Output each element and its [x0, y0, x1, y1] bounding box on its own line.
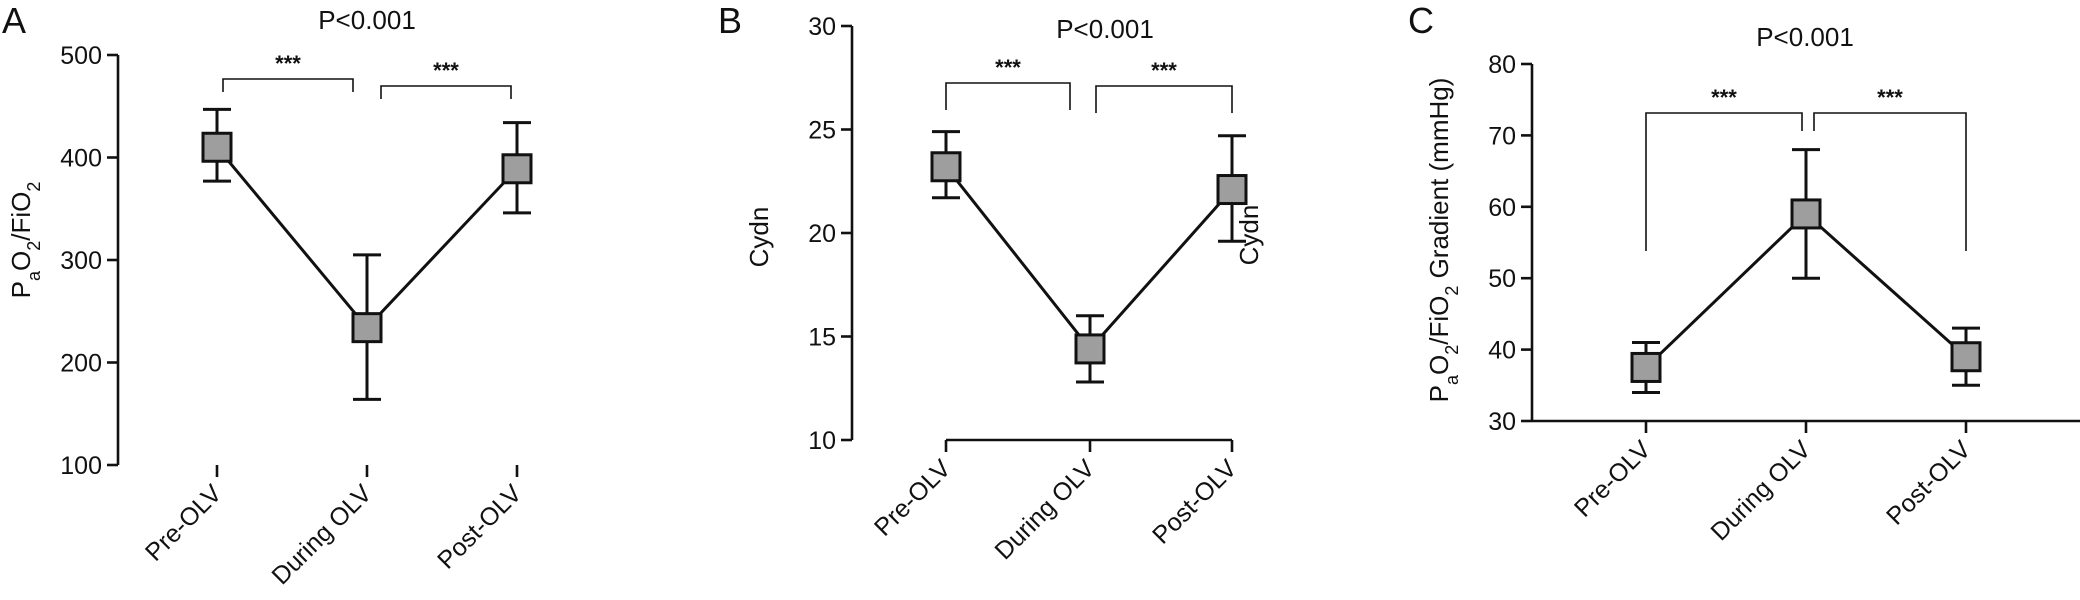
data-point — [1216, 174, 1248, 206]
panel-title: P<0.001 — [1056, 14, 1154, 44]
significance-bracket — [1645, 112, 1803, 251]
y-tick-label: 60 — [1488, 194, 1516, 222]
panel-letter: A — [2, 0, 26, 41]
x-tick-label: During OLV — [266, 479, 377, 590]
significance-label: *** — [433, 58, 459, 83]
y-tick-label: 20 — [808, 220, 836, 248]
y-tick-label: 200 — [60, 350, 102, 378]
x-tick-label: Post-OLV — [1147, 454, 1242, 549]
significance-bracket — [380, 85, 512, 99]
significance-brackets: *** *** — [945, 55, 1233, 113]
y-tick-label: 300 — [60, 247, 102, 275]
y-tick-label: 80 — [1488, 51, 1516, 79]
significance-label: *** — [1877, 85, 1903, 110]
x-axis: Pre-OLV During OLV Post-OLV — [869, 438, 1242, 565]
y-axis: 30 40 50 60 70 80 — [1488, 51, 1534, 436]
series-annotation: Cydn — [1234, 205, 1264, 266]
significance-brackets: *** *** — [222, 51, 512, 99]
panel-letter: B — [718, 0, 742, 41]
panel-letter: C — [1408, 0, 1434, 41]
significance-brackets: *** *** — [1645, 85, 1967, 251]
x-tick-label: During OLV — [1705, 435, 1816, 546]
data-point — [351, 312, 383, 344]
panel-title: P<0.001 — [318, 5, 416, 35]
significance-label: *** — [1151, 58, 1177, 83]
significance-bracket — [222, 78, 354, 92]
y-tick-label: 70 — [1488, 122, 1516, 150]
significance-label: *** — [1711, 85, 1737, 110]
y-tick-label: 10 — [808, 427, 836, 455]
significance-bracket — [1095, 85, 1233, 113]
y-tick-label: 30 — [808, 13, 836, 41]
panel-c: C P<0.001 PaO2/FiO2 Gradient (mmHg) 30 40… — [1408, 0, 2080, 546]
data-point — [501, 153, 533, 185]
data-point — [1950, 341, 1982, 373]
panel-b: B P<0.001 Cydn Cydn 10 15 20 25 30 Pre-OLV Du… — [718, 0, 1264, 565]
x-tick-label: Pre-OLV — [140, 479, 227, 566]
data-point — [930, 151, 962, 183]
y-tick-label: 15 — [808, 324, 836, 352]
panel-title: P<0.001 — [1756, 22, 1854, 52]
y-tick-label: 500 — [60, 42, 102, 70]
significance-bracket — [945, 82, 1071, 110]
significance-label: *** — [995, 55, 1021, 80]
x-tick-label: During OLV — [989, 454, 1100, 565]
y-axis-label: PaO2/FiO2 Gradient (mmHg) — [1424, 78, 1462, 403]
y-tick-label: 50 — [1488, 265, 1516, 293]
data-series — [201, 107, 533, 401]
y-tick-label: 30 — [1488, 408, 1516, 436]
y-axis: 10 15 20 25 30 — [808, 13, 854, 455]
data-series — [930, 130, 1248, 384]
y-tick-label: 40 — [1488, 337, 1516, 365]
y-tick-label: 25 — [808, 117, 836, 145]
data-point — [201, 131, 233, 163]
significance-bracket — [1813, 112, 1967, 251]
x-axis: Pre-OLV During OLV Post-OLV — [1532, 419, 2080, 546]
data-point — [1790, 198, 1822, 230]
y-tick-label: 100 — [60, 452, 102, 480]
x-tick-label: Post-OLV — [432, 479, 527, 574]
data-series — [1630, 148, 1982, 394]
y-axis: 100 200 300 400 500 — [60, 42, 120, 480]
data-point — [1074, 333, 1106, 365]
x-axis: Pre-OLV During OLV Post-OLV — [140, 465, 527, 590]
y-axis-label: PaO2/FiO2 — [6, 182, 44, 299]
data-point — [1630, 351, 1662, 383]
significance-label: *** — [275, 51, 301, 76]
x-tick-label: Post-OLV — [1881, 435, 1976, 530]
y-tick-label: 400 — [60, 145, 102, 173]
x-tick-label: Pre-OLV — [869, 454, 956, 541]
panel-a: A P<0.001 PaO2/FiO2 100 200 300 400 500 Pre-… — [2, 0, 533, 590]
x-tick-label: Pre-OLV — [1569, 435, 1656, 522]
y-axis-label: Cydn — [744, 207, 774, 268]
